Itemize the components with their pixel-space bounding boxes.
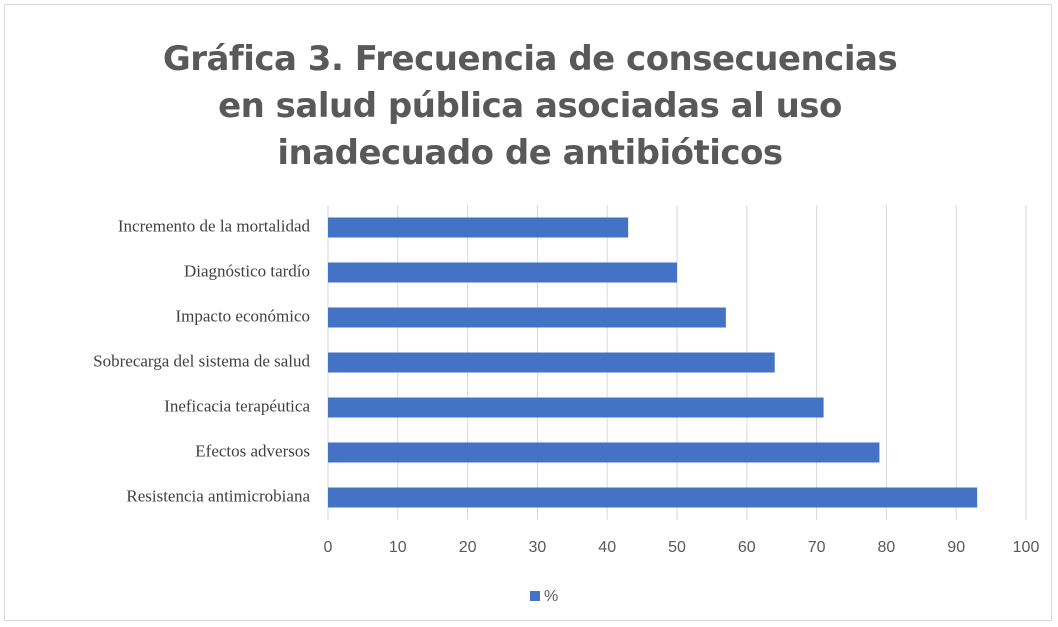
bar [328, 352, 775, 373]
y-tick-label: Incremento de la mortalidad [118, 216, 311, 235]
legend-label: % [544, 588, 558, 605]
x-tick-label: 40 [598, 539, 616, 556]
x-tick-label: 80 [878, 539, 896, 556]
y-tick-label: Diagnóstico tardío [184, 261, 310, 280]
x-tick-label: 60 [738, 539, 756, 556]
x-tick-label: 20 [459, 539, 477, 556]
x-tick-label: 0 [324, 539, 333, 556]
bar [328, 217, 629, 238]
bar [328, 442, 880, 463]
y-tick-label: Ineficacia terapéutica [164, 396, 310, 415]
bar [328, 262, 677, 283]
x-tick-label: 30 [529, 539, 547, 556]
y-tick-label: Resistencia antimicrobiana [126, 486, 310, 505]
chart-frame [4, 4, 1052, 621]
x-tick-label: 50 [668, 539, 686, 556]
bar [328, 487, 978, 508]
x-tick-label: 70 [808, 539, 826, 556]
x-tick-label: 90 [947, 539, 965, 556]
y-tick-label: Impacto económico [175, 306, 310, 325]
x-tick-label: 100 [1013, 539, 1040, 556]
x-tick-label: 10 [389, 539, 407, 556]
bar [328, 307, 726, 328]
bar [328, 397, 824, 418]
legend-swatch [530, 591, 540, 601]
y-tick-label: Efectos adversos [195, 441, 310, 460]
chart-title: Gráfica 3. Frecuencia de consecuencias e… [162, 39, 898, 173]
y-tick-label: Sobrecarga del sistema de salud [93, 351, 310, 370]
